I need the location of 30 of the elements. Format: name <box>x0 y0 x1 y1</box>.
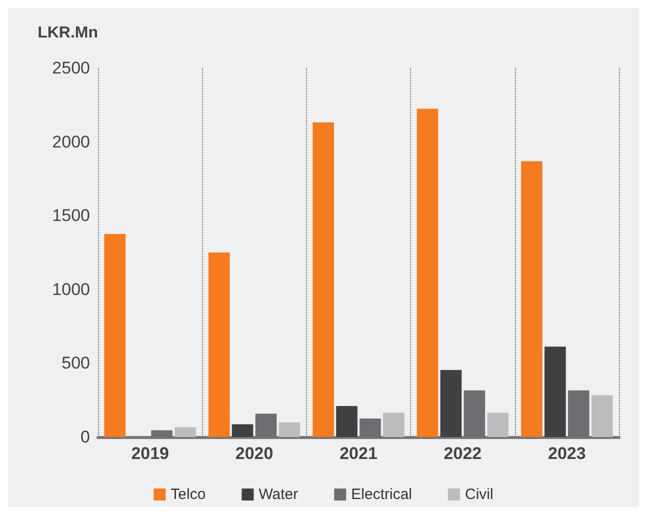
y-axis-title: LKR.Mn <box>38 24 98 42</box>
x-tick-label: 2023 <box>548 444 586 463</box>
bar <box>440 370 462 437</box>
y-tick-label: 1500 <box>52 206 90 226</box>
bar <box>336 406 358 437</box>
x-tick-label: 2021 <box>340 444 378 463</box>
bar <box>591 395 613 437</box>
x-tick-label: 2020 <box>235 444 274 463</box>
legend-label: Telco <box>170 486 206 503</box>
bar <box>544 346 566 437</box>
y-tick-label: 2000 <box>52 132 90 152</box>
bar <box>232 424 254 437</box>
y-tick-label: 2500 <box>52 58 90 78</box>
x-tick-label: 2019 <box>131 444 170 463</box>
y-tick-label: 1000 <box>52 280 90 299</box>
bar <box>104 234 126 437</box>
y-tick-label: 500 <box>62 354 90 373</box>
legend-label: Electrical <box>351 486 412 503</box>
bar <box>312 122 334 437</box>
bar <box>487 412 509 437</box>
bar <box>174 427 196 437</box>
bar <box>383 412 404 437</box>
bar <box>208 252 230 437</box>
legend-label: Civil <box>464 486 494 503</box>
legend-label: Water <box>258 486 298 503</box>
bar <box>278 422 300 437</box>
y-tick-label: 0 <box>80 428 90 446</box>
bar <box>521 161 542 437</box>
bar <box>416 108 438 437</box>
x-tick-label: 2022 <box>444 444 482 463</box>
